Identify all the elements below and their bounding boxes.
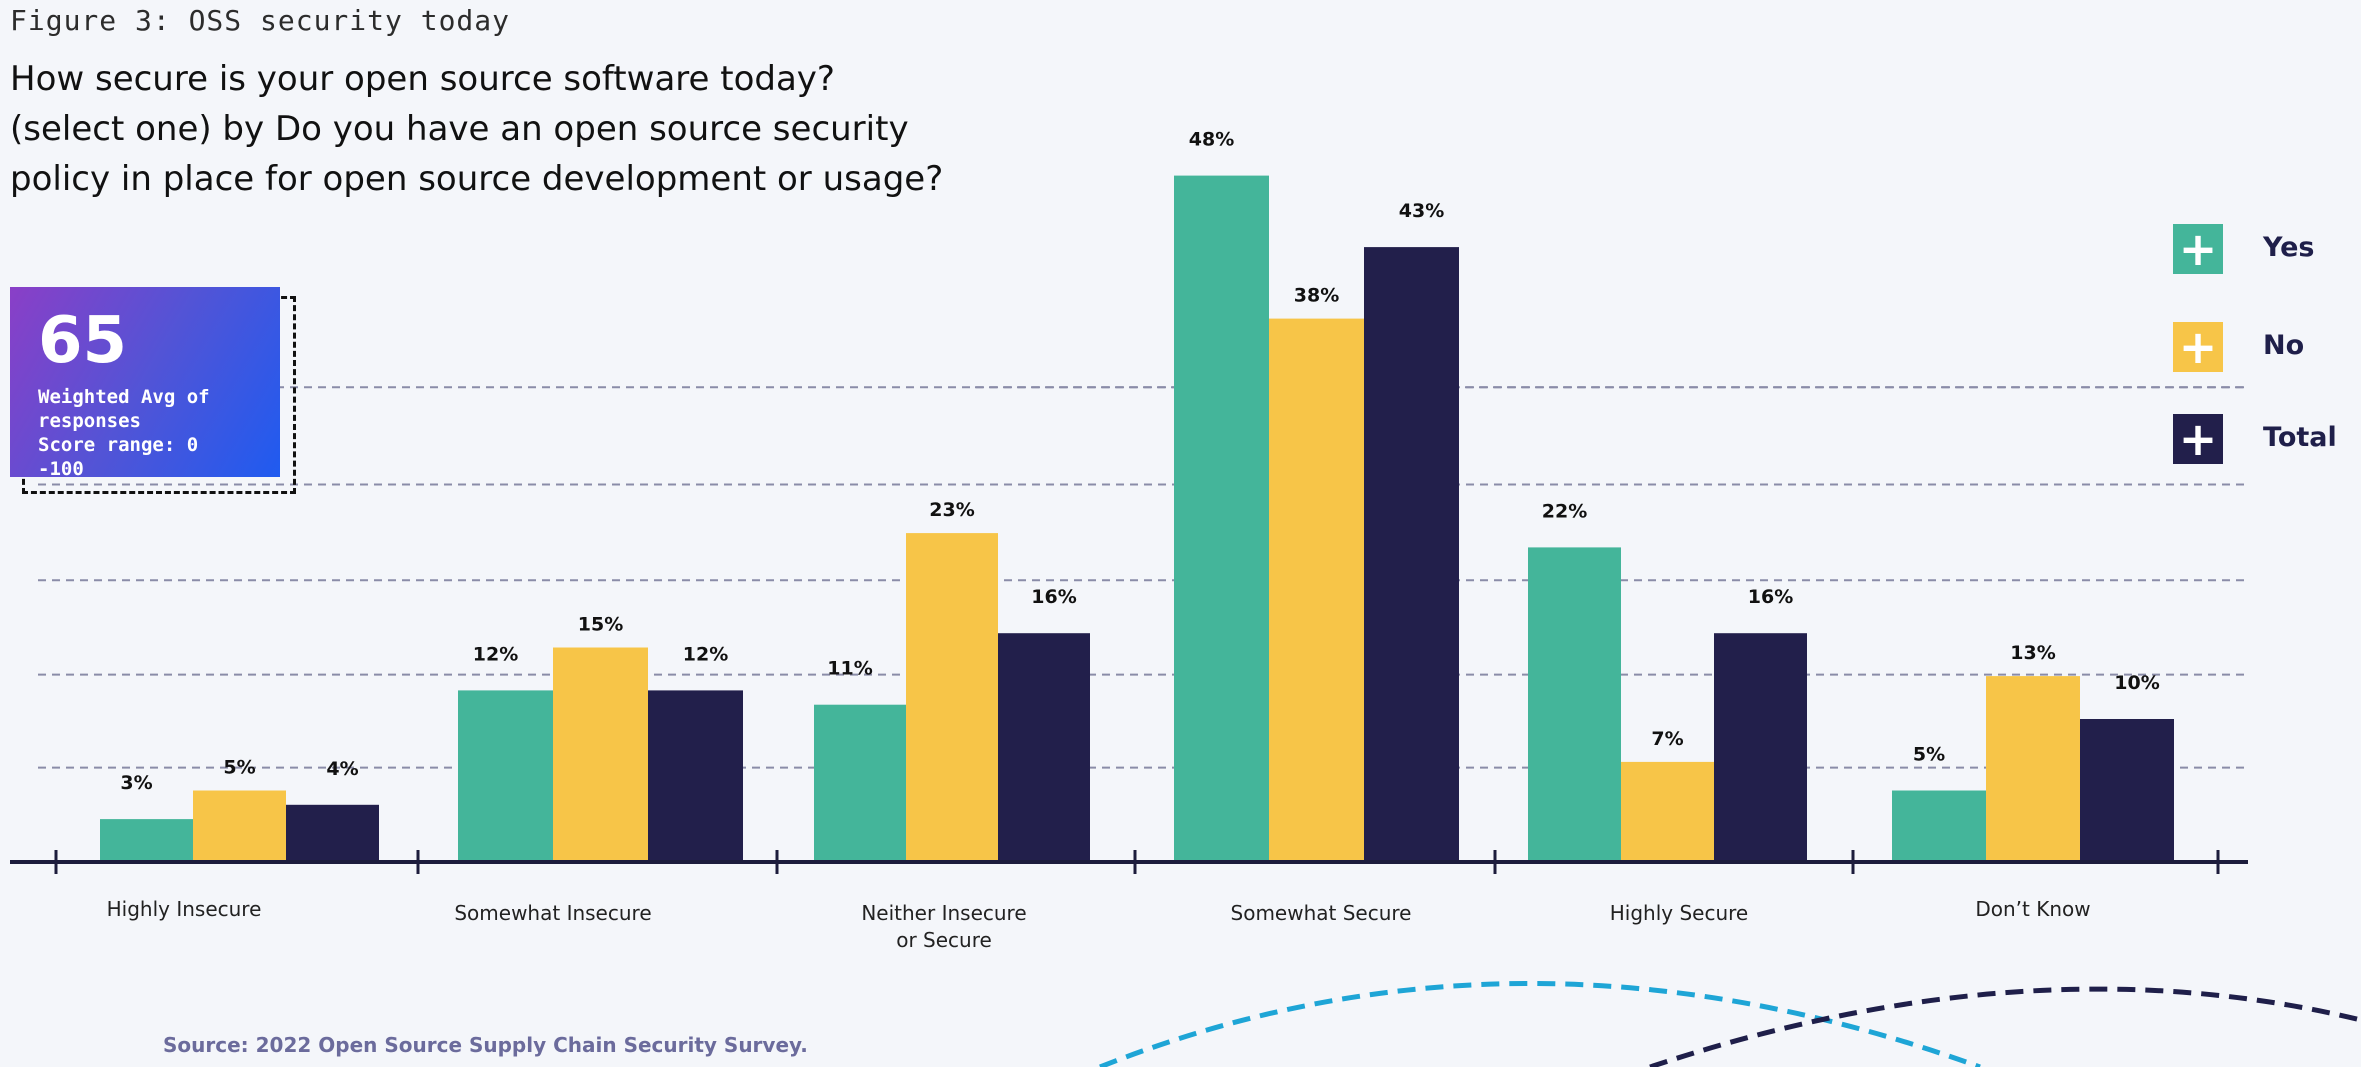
score-range: Score range: 0 -100 [38,434,199,480]
data-label: 4% [326,758,358,780]
bar-no [1269,318,1364,863]
bar-yes [1892,790,1986,862]
plus-icon: + [2173,322,2223,372]
decorative-arc [1099,981,1981,1067]
bar-total [998,633,1090,862]
bar-no [553,647,648,862]
data-label: 7% [1651,728,1683,750]
data-label: 11% [827,658,872,680]
score-box: 65 Weighted Avg of responses Score range… [10,287,280,480]
bar-total [2080,719,2174,862]
bar-total [286,804,379,862]
bar-yes [100,819,193,862]
data-label: 23% [929,499,974,521]
legend-label-no: No [2263,330,2305,361]
legend-label-yes: Yes [2263,232,2315,263]
data-label: 16% [1748,586,1793,608]
data-label: 3% [120,772,152,794]
score-value: 65 [38,304,128,378]
bar-no [1986,676,2080,862]
bar-total [648,690,743,862]
data-label: 38% [1294,285,1339,307]
source-note: Source: 2022 Open Source Supply Chain Se… [163,1033,808,1057]
bar-no [906,533,998,862]
bar-total [1364,247,1459,863]
data-label: 12% [683,643,728,665]
data-label: 22% [1542,500,1587,522]
data-label: 5% [223,757,255,779]
chart-title: How secure is your open source software … [10,59,944,199]
category-label: Don’t Know [1975,897,2090,921]
data-label: 15% [578,614,623,636]
bar-yes [814,704,906,862]
plus-icon: + [2173,224,2223,274]
data-label: 12% [473,643,518,665]
bar-no [193,790,286,862]
score-description: Weighted Avg of responses [38,386,210,432]
data-label: 43% [1399,200,1444,222]
data-label: 10% [2114,672,2159,694]
bar-yes [458,690,553,862]
bar-total [1714,633,1807,862]
data-label: 13% [2010,642,2055,664]
data-label: 5% [1913,744,1945,766]
category-label: Somewhat Secure [1231,901,1412,925]
bar-yes [1528,547,1621,862]
bar-no [1621,761,1714,862]
legend-label-total: Total [2263,422,2337,453]
category-label: Highly Secure [1610,901,1748,925]
plus-icon: + [2173,414,2223,464]
data-label: 48% [1189,129,1234,151]
decorative-arc [1649,986,2361,1067]
category-label: Somewhat Insecure [454,901,651,925]
figure-label: Figure 3: OSS security today [10,4,511,37]
category-label: Neither Insecure or Secure [861,901,1026,952]
data-label: 16% [1031,586,1076,608]
bar-yes [1174,175,1269,863]
category-label: Highly Insecure [107,897,262,921]
